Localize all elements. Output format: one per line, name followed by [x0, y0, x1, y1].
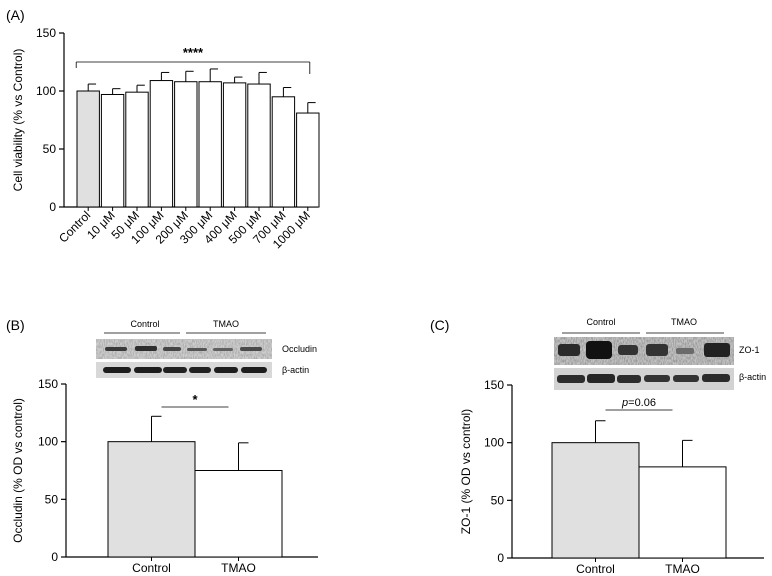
blot-b-occludin-noise: [96, 339, 272, 359]
bar: [174, 81, 198, 208]
bar: [271, 96, 296, 208]
panel-a-label: (A): [6, 7, 25, 23]
blot-b-group-control: Control: [130, 319, 159, 329]
blot-b: Control TMAO Occludin β-actin: [96, 319, 317, 378]
x-category-label: Control: [56, 208, 93, 245]
blot-c-actin-label: β-actin: [739, 372, 766, 382]
y-tick-label: 100: [484, 436, 504, 450]
blot-b-actin-band: [214, 367, 238, 373]
blot-c-actin-band: [617, 375, 641, 383]
y-axis-title: ZO-1 (% OD vs control): [459, 409, 473, 534]
significance-label: p=0.06: [621, 397, 656, 409]
blot-c-zo1-band: [704, 343, 730, 357]
significance-p-value: =0.06: [628, 397, 656, 409]
bar: [551, 442, 640, 559]
x-category-label: TMAO: [665, 562, 700, 576]
y-tick-label: 100: [38, 435, 58, 449]
blot-c: Control TMAO ZO-1 β-actin: [554, 317, 766, 390]
blot-b-actin-band: [134, 367, 162, 373]
x-category-label: TMAO: [221, 561, 256, 575]
chart-b-occludin: 0 50 100 150 Occludin (% OD vs control) Contr…: [11, 377, 318, 575]
bar: [222, 82, 247, 208]
y-tick-label: 0: [49, 200, 56, 214]
bar: [125, 91, 149, 208]
chart-c-zo1: 0 50 100 150 ZO-1 (% OD vs control) Control TM…: [459, 378, 764, 576]
blot-c-zo1-band: [586, 341, 612, 359]
bar: [638, 466, 727, 559]
y-tick-label: 0: [497, 551, 504, 565]
blot-b-actin-band: [163, 367, 187, 373]
significance-label: *: [192, 392, 198, 407]
bar: [194, 470, 283, 558]
blot-b-actin-band: [241, 367, 267, 373]
bar: [198, 81, 222, 208]
blot-b-occludin-band: [105, 347, 127, 351]
blot-c-zo1-label: ZO-1: [739, 345, 760, 355]
blot-c-zo1-band: [558, 344, 580, 356]
y-tick-label: 50: [43, 142, 57, 156]
y-tick-label: 100: [36, 84, 56, 98]
y-tick-label: 0: [51, 550, 58, 564]
blot-c-zo1-band: [618, 345, 638, 355]
chart-a-cell-viability: 0 50 100 150 Cell viability (% vs Control) Co…: [11, 26, 320, 251]
blot-b-occludin-label: Occludin: [282, 344, 317, 354]
bar: [107, 441, 196, 558]
x-category-label: Control: [576, 562, 615, 576]
blot-b-occludin-band: [240, 347, 262, 351]
blot-b-actin-band: [189, 367, 211, 373]
blot-c-actin-band: [587, 374, 615, 383]
blot-c-zo1-band: [676, 348, 694, 354]
blot-c-group-control: Control: [586, 317, 615, 327]
bar: [100, 93, 125, 208]
panel-b-label: (B): [6, 317, 25, 333]
bar: [296, 112, 320, 208]
y-tick-label: 50: [491, 493, 505, 507]
y-axis-title: Cell viability (% vs Control): [11, 49, 25, 192]
y-tick-label: 150: [36, 26, 56, 40]
blot-c-actin-band: [702, 374, 730, 382]
bar: [76, 90, 100, 208]
blot-b-occludin-band: [135, 346, 157, 351]
blot-c-zo1-band: [646, 344, 668, 356]
x-category-label: Control: [132, 561, 171, 575]
blot-b-actin-band: [103, 367, 131, 373]
blot-b-group-tmao: TMAO: [213, 319, 239, 329]
blot-c-actin-band: [644, 375, 670, 382]
y-axis-title: Occludin (% OD vs control): [11, 398, 25, 543]
blot-b-occludin-band: [163, 347, 181, 351]
bar: [149, 80, 174, 208]
blot-c-group-tmao: TMAO: [671, 317, 697, 327]
panel-c-label: (C): [430, 317, 449, 333]
blot-c-actin-band: [673, 375, 699, 382]
significance-p-italic: p: [621, 397, 628, 409]
blot-c-actin-band: [557, 375, 585, 383]
y-tick-label: 150: [38, 377, 58, 391]
y-tick-label: 150: [484, 378, 504, 392]
blot-b-occludin-band: [213, 348, 233, 351]
bar: [247, 83, 271, 208]
blot-b-actin-label: β-actin: [282, 365, 309, 375]
significance-label: ****: [183, 45, 204, 60]
y-tick-label: 50: [45, 492, 59, 506]
blot-b-occludin-band: [187, 348, 207, 351]
